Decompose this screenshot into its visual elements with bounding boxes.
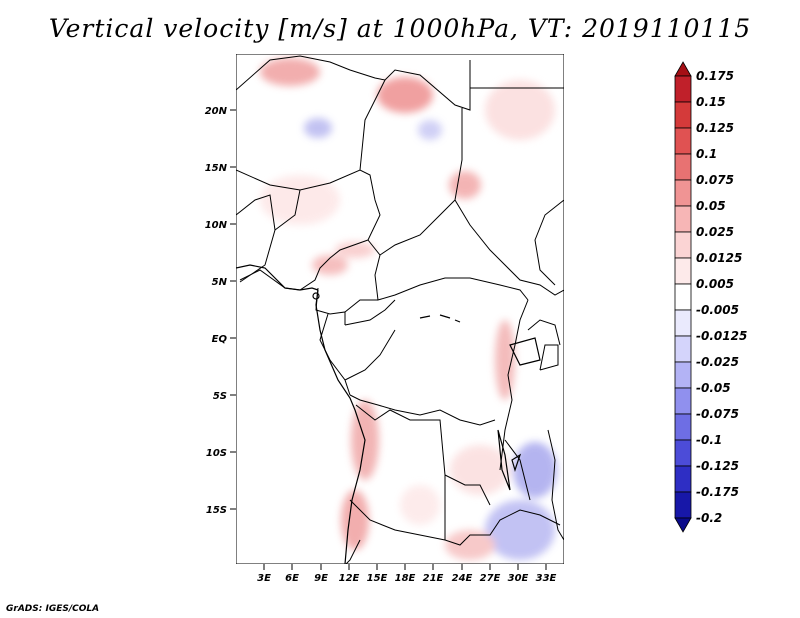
colorbar-swatch bbox=[674, 491, 692, 519]
latitude-axis: 20N 15N 10N 5N EQ 5S 10S 15S bbox=[205, 106, 236, 516]
colorbar-label: -0.025 bbox=[696, 355, 739, 369]
lon-label: 6E bbox=[285, 573, 299, 584]
colorbar-swatch bbox=[674, 283, 692, 311]
colorbar-label: -0.1 bbox=[696, 433, 722, 447]
colorbar-label: 0.025 bbox=[696, 225, 734, 239]
lon-label: 24E bbox=[452, 573, 473, 584]
colorbar-label: -0.175 bbox=[696, 485, 739, 499]
lat-label: 5N bbox=[212, 277, 228, 288]
colorbar-swatch bbox=[674, 231, 692, 259]
colorbar-swatch bbox=[674, 387, 692, 415]
colorbar-swatch bbox=[674, 205, 692, 233]
colorbar-label: -0.0125 bbox=[696, 329, 747, 343]
colorbar-swatch bbox=[674, 361, 692, 389]
lat-label: 5S bbox=[213, 391, 227, 402]
colorbar-swatch bbox=[674, 153, 692, 181]
colorbar-swatch bbox=[674, 101, 692, 129]
map-panel bbox=[236, 54, 564, 564]
colorbar-swatch bbox=[674, 413, 692, 441]
colorbar-label: 0.05 bbox=[696, 199, 726, 213]
colorbar-swatch bbox=[674, 465, 692, 493]
lon-label: 18E bbox=[395, 573, 416, 584]
colorbar-label: -0.2 bbox=[696, 511, 722, 525]
colorbar-swatch bbox=[674, 335, 692, 363]
colorbar-label: 0.125 bbox=[696, 121, 734, 135]
lon-label: 27E bbox=[480, 573, 501, 584]
lat-label: 20N bbox=[205, 106, 228, 117]
colorbar-label: -0.125 bbox=[696, 459, 739, 473]
lon-label: 30E bbox=[508, 573, 529, 584]
lon-label: 12E bbox=[339, 573, 360, 584]
colorbar-label: 0.175 bbox=[696, 69, 734, 83]
country-borders bbox=[236, 55, 564, 564]
colorbar-label: -0.05 bbox=[696, 381, 731, 395]
lat-label: EQ bbox=[212, 334, 228, 345]
map-title: Vertical velocity [m/s] at 1000hPa, VT: … bbox=[48, 14, 752, 43]
colorbar-swatch bbox=[674, 517, 692, 533]
lat-label: 15N bbox=[205, 163, 228, 174]
colorbar-swatch bbox=[674, 257, 692, 285]
colorbar-label: 0.0125 bbox=[696, 251, 742, 265]
colorbar-label: 0.075 bbox=[696, 173, 734, 187]
colorbar-swatch bbox=[674, 61, 692, 77]
colorbar-label: -0.075 bbox=[696, 407, 739, 421]
lat-label: 15S bbox=[206, 505, 227, 516]
colorbar-swatch bbox=[674, 309, 692, 337]
lon-label: 15E bbox=[367, 573, 388, 584]
colorbar-swatch bbox=[674, 75, 692, 103]
coastline bbox=[236, 264, 541, 564]
lon-label: 3E bbox=[257, 573, 271, 584]
colorbar-label: 0.1 bbox=[696, 147, 717, 161]
lon-label: 9E bbox=[314, 573, 328, 584]
colorbar-label: 0.005 bbox=[696, 277, 734, 291]
longitude-axis: 3E 6E 9E 12E 15E 18E 21E 24E 27E 30E 33E bbox=[257, 564, 557, 584]
colorbar-swatch bbox=[674, 179, 692, 207]
lat-label: 10S bbox=[206, 448, 227, 459]
colorbar-label: 0.15 bbox=[696, 95, 726, 109]
lon-label: 33E bbox=[536, 573, 557, 584]
colorbar-label: -0.005 bbox=[696, 303, 739, 317]
grads-credit: GrADS: IGES/COLA bbox=[6, 604, 100, 614]
colorbar: 0.175 0.15 0.125 0.1 0.075 0.05 0.025 0.0125 0.0… bbox=[674, 61, 747, 533]
colorbar-swatch bbox=[674, 439, 692, 467]
lon-label: 21E bbox=[423, 573, 444, 584]
colorbar-swatch bbox=[674, 127, 692, 155]
lat-label: 10N bbox=[205, 220, 228, 231]
